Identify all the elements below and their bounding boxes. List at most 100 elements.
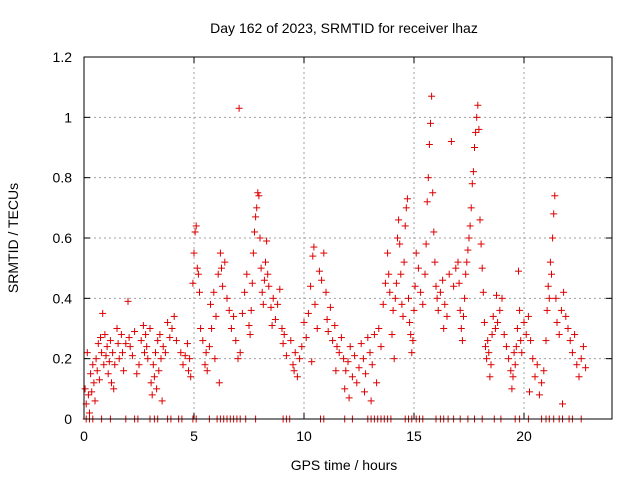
data-point <box>557 306 565 314</box>
data-point <box>84 391 92 399</box>
data-point <box>552 294 560 302</box>
data-point <box>355 364 363 372</box>
data-point <box>166 334 174 342</box>
data-point <box>268 321 276 329</box>
data-point <box>357 340 365 348</box>
data-point <box>440 325 448 332</box>
data-point <box>427 119 434 127</box>
data-point <box>469 168 477 176</box>
data-point <box>282 352 290 360</box>
data-point <box>524 312 532 320</box>
data-point <box>452 264 460 272</box>
data-point <box>186 355 194 363</box>
data-point <box>390 355 398 363</box>
data-point <box>267 303 275 311</box>
data-point <box>125 334 133 342</box>
data-point <box>159 343 167 351</box>
data-point <box>81 385 89 393</box>
data-point <box>185 367 192 375</box>
data-point <box>91 397 99 405</box>
data-point <box>133 370 141 378</box>
data-point <box>364 334 372 342</box>
data-point <box>359 355 367 363</box>
x-tick-label: 20 <box>516 428 532 444</box>
data-point <box>482 343 489 351</box>
data-point <box>386 288 394 296</box>
data-point <box>423 198 431 206</box>
data-point <box>144 355 152 363</box>
data-point <box>117 331 125 339</box>
data-point <box>424 174 432 182</box>
data-point <box>254 189 262 197</box>
data-point <box>457 325 465 332</box>
data-point <box>197 325 205 332</box>
data-point <box>90 379 98 387</box>
data-point <box>323 315 331 323</box>
data-point <box>508 385 516 393</box>
data-point <box>177 349 185 357</box>
data-point <box>432 282 440 290</box>
data-point <box>179 361 187 369</box>
data-point <box>405 294 412 302</box>
y-tick-label: 0.8 <box>53 170 73 186</box>
data-point <box>455 279 463 287</box>
data-point <box>475 125 483 133</box>
data-point <box>103 343 111 351</box>
data-point <box>253 204 261 212</box>
data-point <box>139 321 147 329</box>
x-tick-label: 5 <box>190 428 198 444</box>
data-point <box>274 300 282 308</box>
y-tick-label: 1 <box>64 109 72 125</box>
data-point <box>94 340 102 348</box>
data-point <box>400 258 408 266</box>
data-point <box>353 379 361 387</box>
data-point <box>434 306 442 314</box>
data-point <box>309 252 317 260</box>
data-point <box>146 325 154 332</box>
data-point <box>83 349 91 357</box>
data-point <box>142 331 150 339</box>
data-point <box>573 361 581 369</box>
data-point <box>225 306 233 314</box>
data-point <box>531 373 539 381</box>
data-point <box>318 276 326 284</box>
data-point <box>366 349 374 357</box>
data-point <box>575 373 583 381</box>
data-point <box>543 306 551 314</box>
data-point <box>487 361 495 369</box>
data-point <box>183 340 191 348</box>
data-point <box>101 331 109 339</box>
data-point <box>95 376 103 384</box>
data-point <box>429 189 437 197</box>
data-point <box>241 288 249 296</box>
data-point <box>370 331 378 339</box>
x-axis-label: GPS time / hours <box>291 457 398 473</box>
data-point <box>290 367 298 375</box>
data-point <box>258 288 266 296</box>
data-point <box>566 337 574 345</box>
data-point <box>111 361 119 369</box>
data-point <box>256 234 264 242</box>
data-point <box>480 318 488 326</box>
data-point <box>410 306 418 314</box>
data-point <box>394 234 401 242</box>
data-point <box>466 222 474 230</box>
data-point <box>412 249 420 257</box>
data-point <box>555 331 563 339</box>
data-point <box>100 361 108 369</box>
data-point <box>337 334 345 342</box>
data-point <box>474 101 482 109</box>
data-point <box>512 343 520 351</box>
data-point <box>342 367 350 375</box>
data-point <box>210 288 218 296</box>
data-point <box>454 258 462 266</box>
data-point <box>544 282 552 290</box>
data-point <box>456 306 464 314</box>
data-point <box>403 195 411 203</box>
data-point <box>483 355 491 363</box>
data-point <box>520 318 528 326</box>
data-point <box>161 349 169 357</box>
data-point <box>417 288 425 296</box>
data-point <box>335 349 343 357</box>
